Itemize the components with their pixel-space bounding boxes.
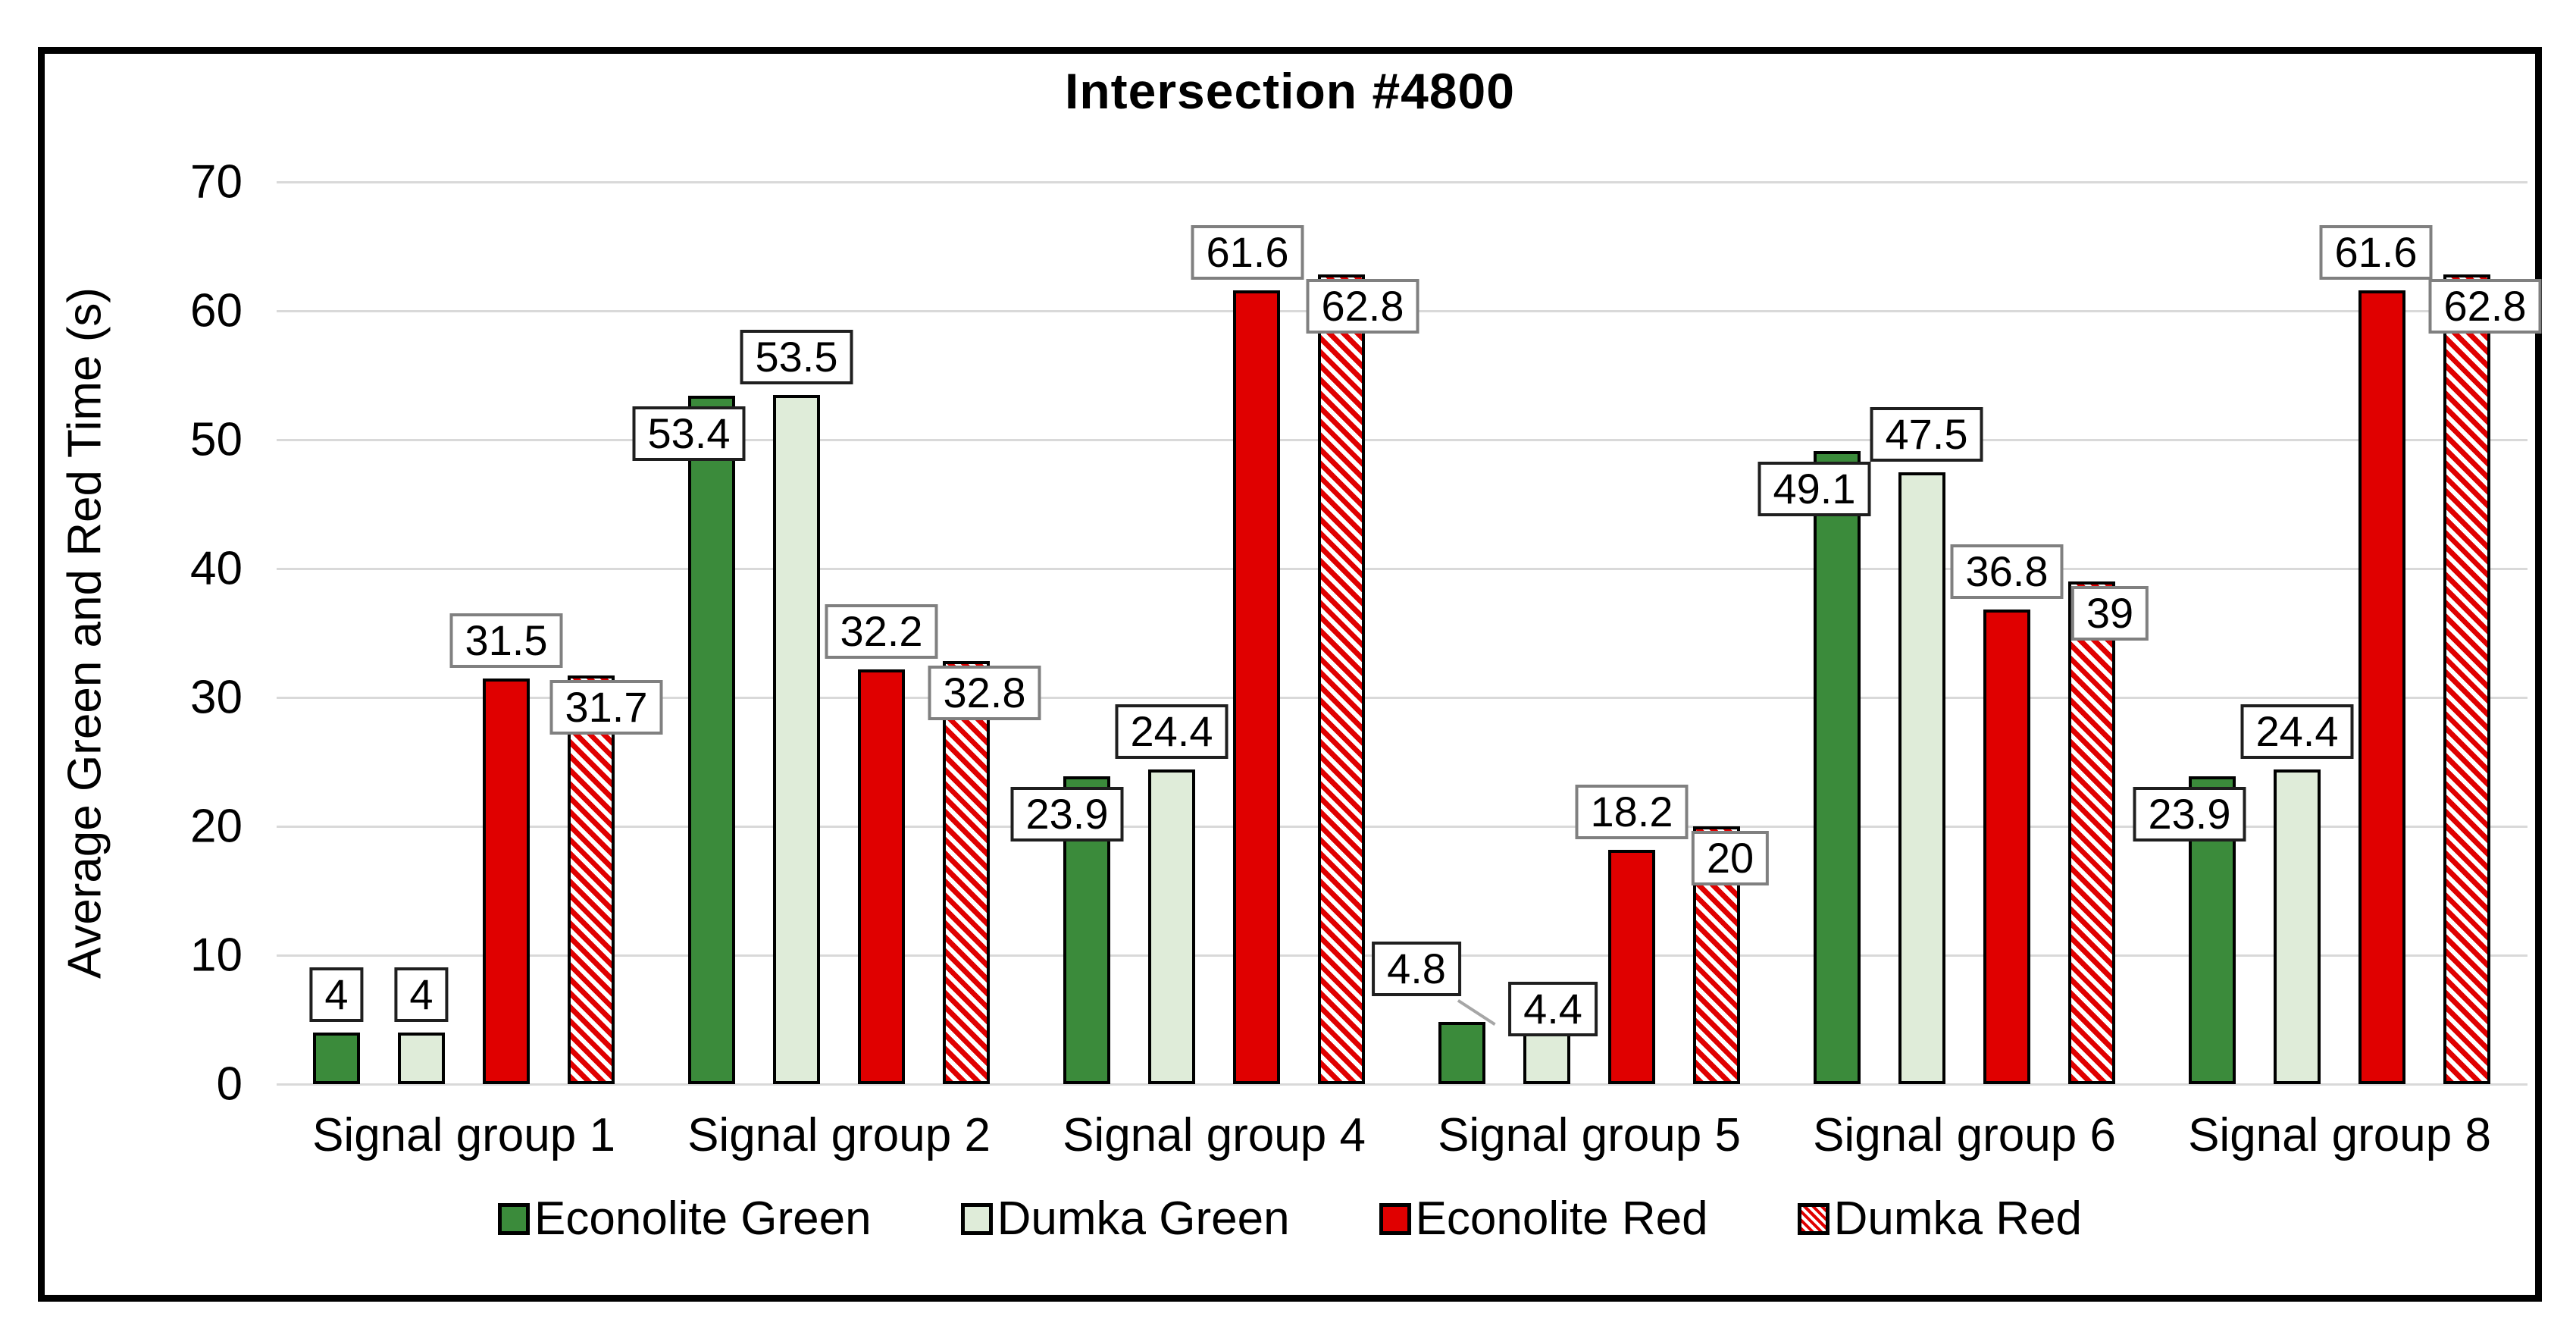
bar-econolite-red-signal-group-4 bbox=[1233, 290, 1280, 1084]
data-label-econolite-red-signal-group-6: 36.8 bbox=[1950, 544, 2064, 600]
data-label-dumka-green-signal-group-5: 4.4 bbox=[1508, 982, 1598, 1037]
bar-econolite-green-signal-group-1 bbox=[313, 1033, 360, 1084]
legend-label-dumka-red: Dumka Red bbox=[1833, 1193, 2082, 1245]
gridline-y-40 bbox=[277, 568, 2527, 570]
data-label-econolite-green-signal-group-5: 4.8 bbox=[1372, 942, 1461, 997]
bar-dumka-green-signal-group-1 bbox=[398, 1033, 445, 1084]
bar-econolite-green-signal-group-2 bbox=[688, 396, 735, 1084]
bar-econolite-green-signal-group-5 bbox=[1438, 1022, 1485, 1084]
legend-swatch-dumka-red-icon bbox=[1797, 1202, 1829, 1235]
data-label-dumka-red-signal-group-2: 32.8 bbox=[928, 666, 1041, 721]
y-axis-title: Average Green and Red Time (s) bbox=[58, 287, 111, 979]
x-axis-label-signal-group-4: Signal group 4 bbox=[1063, 1109, 1366, 1161]
data-label-econolite-green-signal-group-2: 53.4 bbox=[632, 406, 746, 462]
x-axis-label-signal-group-2: Signal group 2 bbox=[687, 1109, 991, 1161]
bar-dumka-green-signal-group-4 bbox=[1148, 769, 1195, 1084]
data-label-dumka-red-signal-group-4: 62.8 bbox=[1306, 279, 1419, 334]
data-label-dumka-green-signal-group-6: 47.5 bbox=[1870, 406, 1983, 462]
y-tick-label-0: 0 bbox=[216, 1058, 243, 1111]
legend: Econolite Green Dumka Green Econolite Red D… bbox=[45, 1192, 2535, 1246]
data-label-dumka-green-signal-group-4: 24.4 bbox=[1115, 704, 1229, 760]
y-tick-label-60: 60 bbox=[190, 284, 243, 337]
data-label-econolite-red-signal-group-4: 61.6 bbox=[1191, 224, 1304, 280]
data-label-econolite-red-signal-group-1: 31.5 bbox=[449, 613, 563, 668]
bar-econolite-red-signal-group-1 bbox=[483, 678, 530, 1084]
data-label-dumka-red-signal-group-5: 20 bbox=[1691, 831, 1770, 885]
legend-label-econolite-red: Econolite Red bbox=[1415, 1193, 1708, 1245]
y-tick-label-40: 40 bbox=[190, 542, 243, 595]
legend-item-dumka-red: Dumka Red bbox=[1797, 1192, 2082, 1246]
gridline-y-30 bbox=[277, 697, 2527, 699]
legend-label-dumka-green: Dumka Green bbox=[997, 1193, 1290, 1245]
data-label-econolite-green-signal-group-6: 49.1 bbox=[1758, 462, 1871, 517]
gridline-y-0 bbox=[277, 1083, 2527, 1086]
y-tick-label-10: 10 bbox=[190, 929, 243, 982]
legend-swatch-econolite-green-icon bbox=[498, 1202, 531, 1235]
data-label-dumka-green-signal-group-2: 53.5 bbox=[740, 329, 853, 384]
x-axis-label-signal-group-8: Signal group 8 bbox=[2188, 1109, 2491, 1161]
bar-dumka-green-signal-group-2 bbox=[773, 394, 820, 1084]
data-label-econolite-red-signal-group-2: 32.2 bbox=[825, 603, 938, 659]
data-label-dumka-green-signal-group-1: 4 bbox=[394, 967, 449, 1022]
bar-econolite-red-signal-group-6 bbox=[1983, 610, 2030, 1084]
bar-dumka-green-signal-group-6 bbox=[1898, 472, 1945, 1084]
bar-econolite-red-signal-group-2 bbox=[858, 669, 905, 1084]
y-tick-label-70: 70 bbox=[190, 155, 243, 208]
y-tick-label-50: 50 bbox=[190, 413, 243, 466]
legend-swatch-dumka-green-icon bbox=[960, 1202, 993, 1235]
legend-item-econolite-green: Econolite Green bbox=[498, 1192, 872, 1246]
data-label-dumka-red-signal-group-6: 39 bbox=[2071, 586, 2149, 641]
gridline-y-70 bbox=[277, 181, 2527, 183]
bar-econolite-red-signal-group-5 bbox=[1608, 849, 1655, 1084]
bar-dumka-red-signal-group-6 bbox=[2068, 581, 2115, 1084]
bar-dumka-red-signal-group-8 bbox=[2443, 274, 2490, 1084]
gridline-y-20 bbox=[277, 826, 2527, 828]
chart-title: Intersection #4800 bbox=[1065, 63, 1515, 119]
bar-dumka-red-signal-group-1 bbox=[568, 675, 615, 1084]
data-label-dumka-red-signal-group-8: 62.8 bbox=[2428, 279, 2542, 334]
x-axis-label-signal-group-5: Signal group 5 bbox=[1438, 1109, 1741, 1161]
x-axis-label-signal-group-6: Signal group 6 bbox=[1813, 1109, 2116, 1161]
bar-dumka-red-signal-group-2 bbox=[943, 661, 990, 1084]
legend-item-econolite-red: Econolite Red bbox=[1379, 1192, 1708, 1246]
legend-label-econolite-green: Econolite Green bbox=[534, 1193, 872, 1245]
legend-swatch-econolite-red-icon bbox=[1379, 1202, 1411, 1235]
data-label-econolite-green-signal-group-8: 23.9 bbox=[2133, 786, 2246, 842]
bar-econolite-green-signal-group-6 bbox=[1814, 451, 1861, 1084]
data-label-dumka-green-signal-group-8: 24.4 bbox=[2240, 704, 2354, 760]
data-label-econolite-green-signal-group-1: 4 bbox=[309, 967, 364, 1022]
legend-item-dumka-green: Dumka Green bbox=[960, 1192, 1290, 1246]
bar-dumka-red-signal-group-4 bbox=[1318, 274, 1365, 1084]
data-label-dumka-red-signal-group-1: 31.7 bbox=[549, 680, 663, 735]
bar-econolite-red-signal-group-8 bbox=[2358, 290, 2405, 1084]
bar-dumka-green-signal-group-8 bbox=[2274, 769, 2321, 1084]
y-tick-label-20: 20 bbox=[190, 800, 243, 853]
data-label-econolite-red-signal-group-5: 18.2 bbox=[1575, 784, 1689, 839]
y-tick-label-30: 30 bbox=[190, 671, 243, 724]
gridline-y-50 bbox=[277, 439, 2527, 441]
data-label-econolite-green-signal-group-4: 23.9 bbox=[1010, 786, 1124, 842]
data-label-econolite-red-signal-group-8: 61.6 bbox=[2319, 224, 2433, 280]
x-axis-label-signal-group-1: Signal group 1 bbox=[312, 1109, 615, 1161]
